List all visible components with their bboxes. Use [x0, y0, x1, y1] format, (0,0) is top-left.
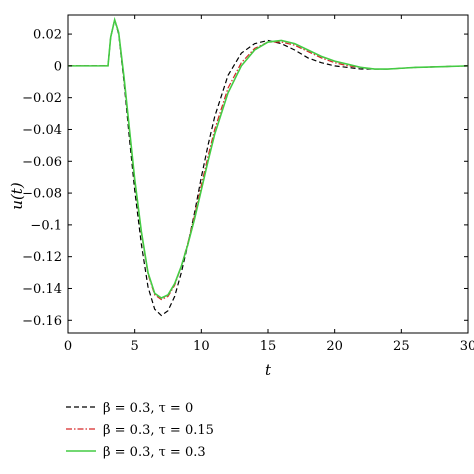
x-tick-label: 0 — [64, 339, 72, 354]
y-tick-label: −0.02 — [22, 91, 62, 106]
y-tick-label: −0.08 — [22, 187, 62, 202]
plot-area — [67, 14, 469, 334]
series-line-3 — [68, 16, 469, 299]
legend-label-1: β = 0.3, τ = 0 — [103, 401, 193, 416]
x-tick-label: 30 — [460, 339, 474, 354]
x-tick-label: 5 — [131, 339, 139, 354]
plot-frame — [67, 14, 469, 334]
series-layer — [68, 16, 469, 317]
y-tick-label: −0.12 — [22, 250, 62, 265]
y-tick-label: −0.04 — [22, 123, 62, 138]
y-tick-label: −0.16 — [22, 314, 62, 329]
x-axis-label: t — [265, 361, 272, 379]
legend-label-2: β = 0.3, τ = 0.15 — [103, 423, 214, 438]
y-tick-label: 0 — [54, 59, 62, 74]
y-tick-label: −0.06 — [22, 155, 62, 170]
legend: β = 0.3, τ = 0 β = 0.3, τ = 0.15 β = 0.3, … — [66, 401, 214, 460]
ticks-layer: 0 5 10 15 20 25 30 0.02 0 −0.02 −0.04 −0.06 −0.08 −0.… — [22, 15, 474, 354]
series-line-1 — [68, 19, 469, 317]
x-tick-label: 25 — [393, 339, 410, 354]
y-axis-label: u(t) — [8, 182, 26, 210]
x-tick-label: 15 — [260, 339, 277, 354]
y-tick-label: 0.02 — [33, 28, 62, 43]
x-tick-label: 20 — [326, 339, 343, 354]
y-tick-label: −0.14 — [22, 282, 62, 297]
x-tick-label: 10 — [193, 339, 210, 354]
legend-label-3: β = 0.3, τ = 0.3 — [103, 445, 206, 460]
series-line-2 — [68, 17, 469, 301]
y-tick-label: −0.1 — [30, 218, 62, 233]
